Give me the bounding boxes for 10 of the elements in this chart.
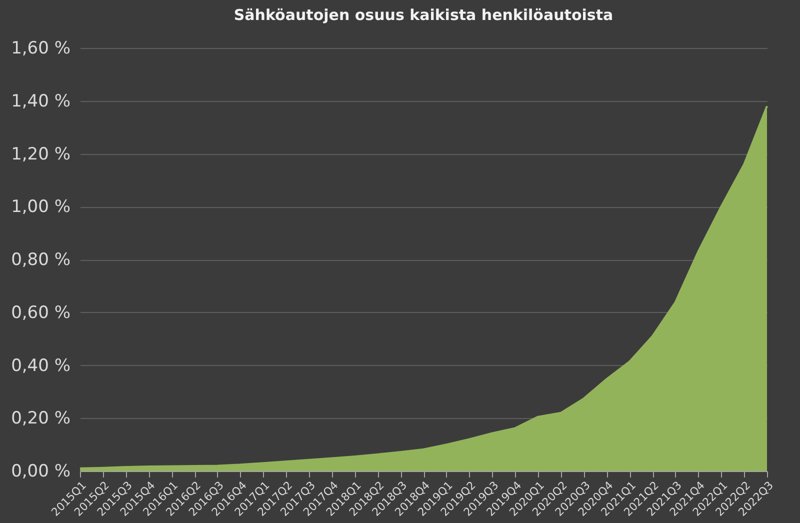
y-tick-label: 0,00 % — [11, 462, 70, 482]
y-tick-label: 1,60 % — [11, 38, 70, 58]
y-tick-label: 1,00 % — [11, 197, 70, 218]
y-tick-label: 0,60 % — [11, 302, 70, 323]
y-tick-label: 0,20 % — [11, 408, 70, 429]
y-tick-label: 0,40 % — [11, 356, 70, 376]
chart-title: Sähköautojen osuus kaikista henkilöautoista — [234, 6, 614, 24]
y-tick-label: 1,20 % — [11, 144, 70, 164]
y-tick-label: 1,40 % — [11, 91, 70, 112]
y-tick-label: 0,80 % — [11, 250, 70, 270]
